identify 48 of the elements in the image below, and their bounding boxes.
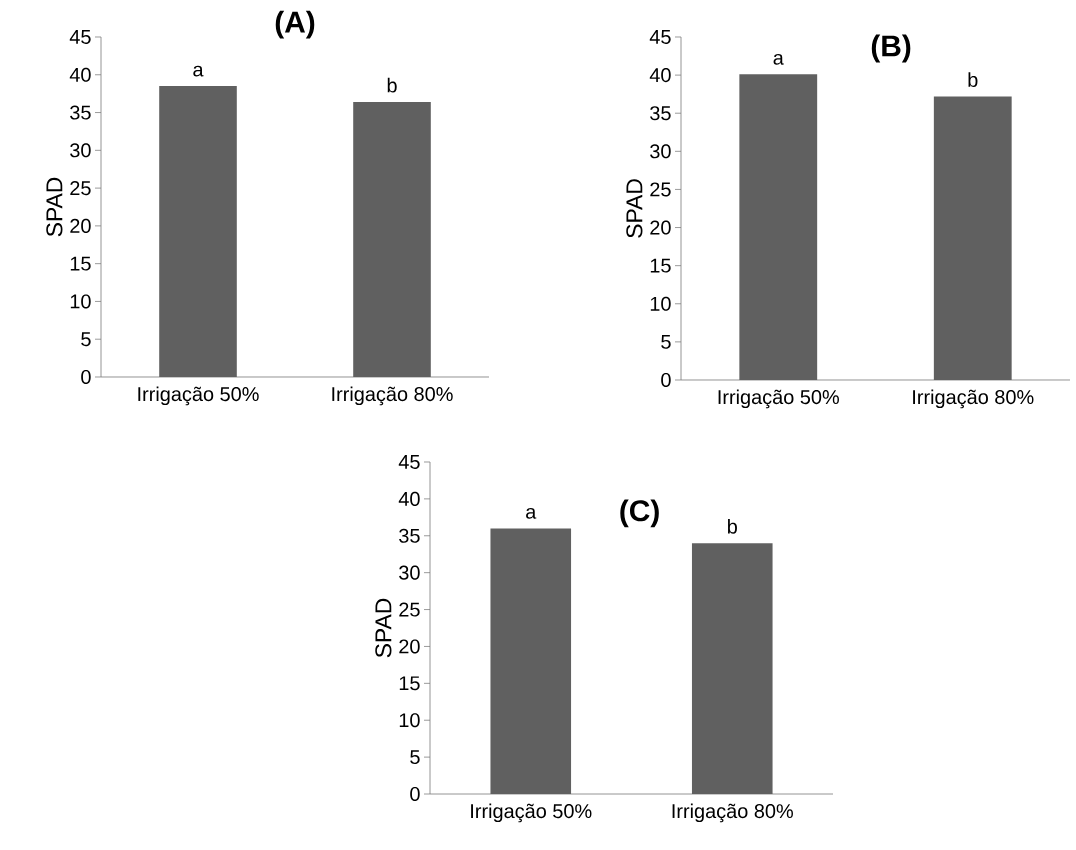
y-tick-label: 45 [69,30,91,44]
y-tick-label: 10 [650,296,671,311]
y-axis-title: SPAD [626,179,643,238]
y-axis-title: SPAD [46,177,63,237]
y-tick-label: 30 [650,144,671,159]
y-tick-label: 0 [661,372,671,388]
y-tick-label: 30 [399,565,420,580]
x-tick-label: Irrigação 80% [332,386,453,406]
y-tick-label: 0 [81,369,91,385]
x-tick-label: Irrigação 80% [672,803,793,823]
y-tick-label: 45 [649,30,671,44]
y-axis-title: SPAD [375,598,392,658]
y-tick-label: 20 [650,220,671,235]
y-tick-label: 30 [70,143,91,158]
y-tick-label: 40 [398,491,420,506]
x-tick-label: Irrigação 80% [913,389,1034,409]
y-tick-label: 15 [70,256,91,271]
annotation: b [968,72,978,87]
y-tick-label: 20 [399,639,420,654]
y-tick-label: 35 [399,528,420,543]
y-tick-label: 0 [410,786,420,802]
y-tick-label: 25 [650,182,671,197]
y-tick-label: 10 [70,294,91,309]
y-tick-label: 20 [70,218,91,233]
x-tick-label: Irrigação 50% [471,803,592,823]
y-tick-label: 15 [650,258,671,273]
y-tick-label: 25 [399,602,420,617]
y-tick-label: 5 [661,334,671,349]
y-tick-label: 10 [399,713,420,728]
chart-title: (A) [275,10,315,39]
x-tick-label: Irrigação 50% [138,386,259,406]
y-tick-label: 45 [398,455,420,469]
y-tick-label: 5 [410,750,420,765]
y-tick-label: 35 [650,106,671,121]
chart-title: (B) [871,34,911,63]
text: (C) [620,499,659,528]
y-tick-label: 15 [399,676,420,691]
y-tick-label: 40 [649,68,671,83]
y-tick-label: 35 [70,105,91,120]
annotation: a [193,65,204,77]
y-tick-label: 5 [81,332,91,347]
x-tick-label: Irrigação 50% [718,389,839,409]
annotation: a [526,507,537,519]
annotation: a [773,53,784,65]
y-tick-label: 40 [69,67,91,82]
annotation: b [728,519,737,534]
annotation: b [387,77,397,93]
y-tick-label: 25 [70,181,91,196]
